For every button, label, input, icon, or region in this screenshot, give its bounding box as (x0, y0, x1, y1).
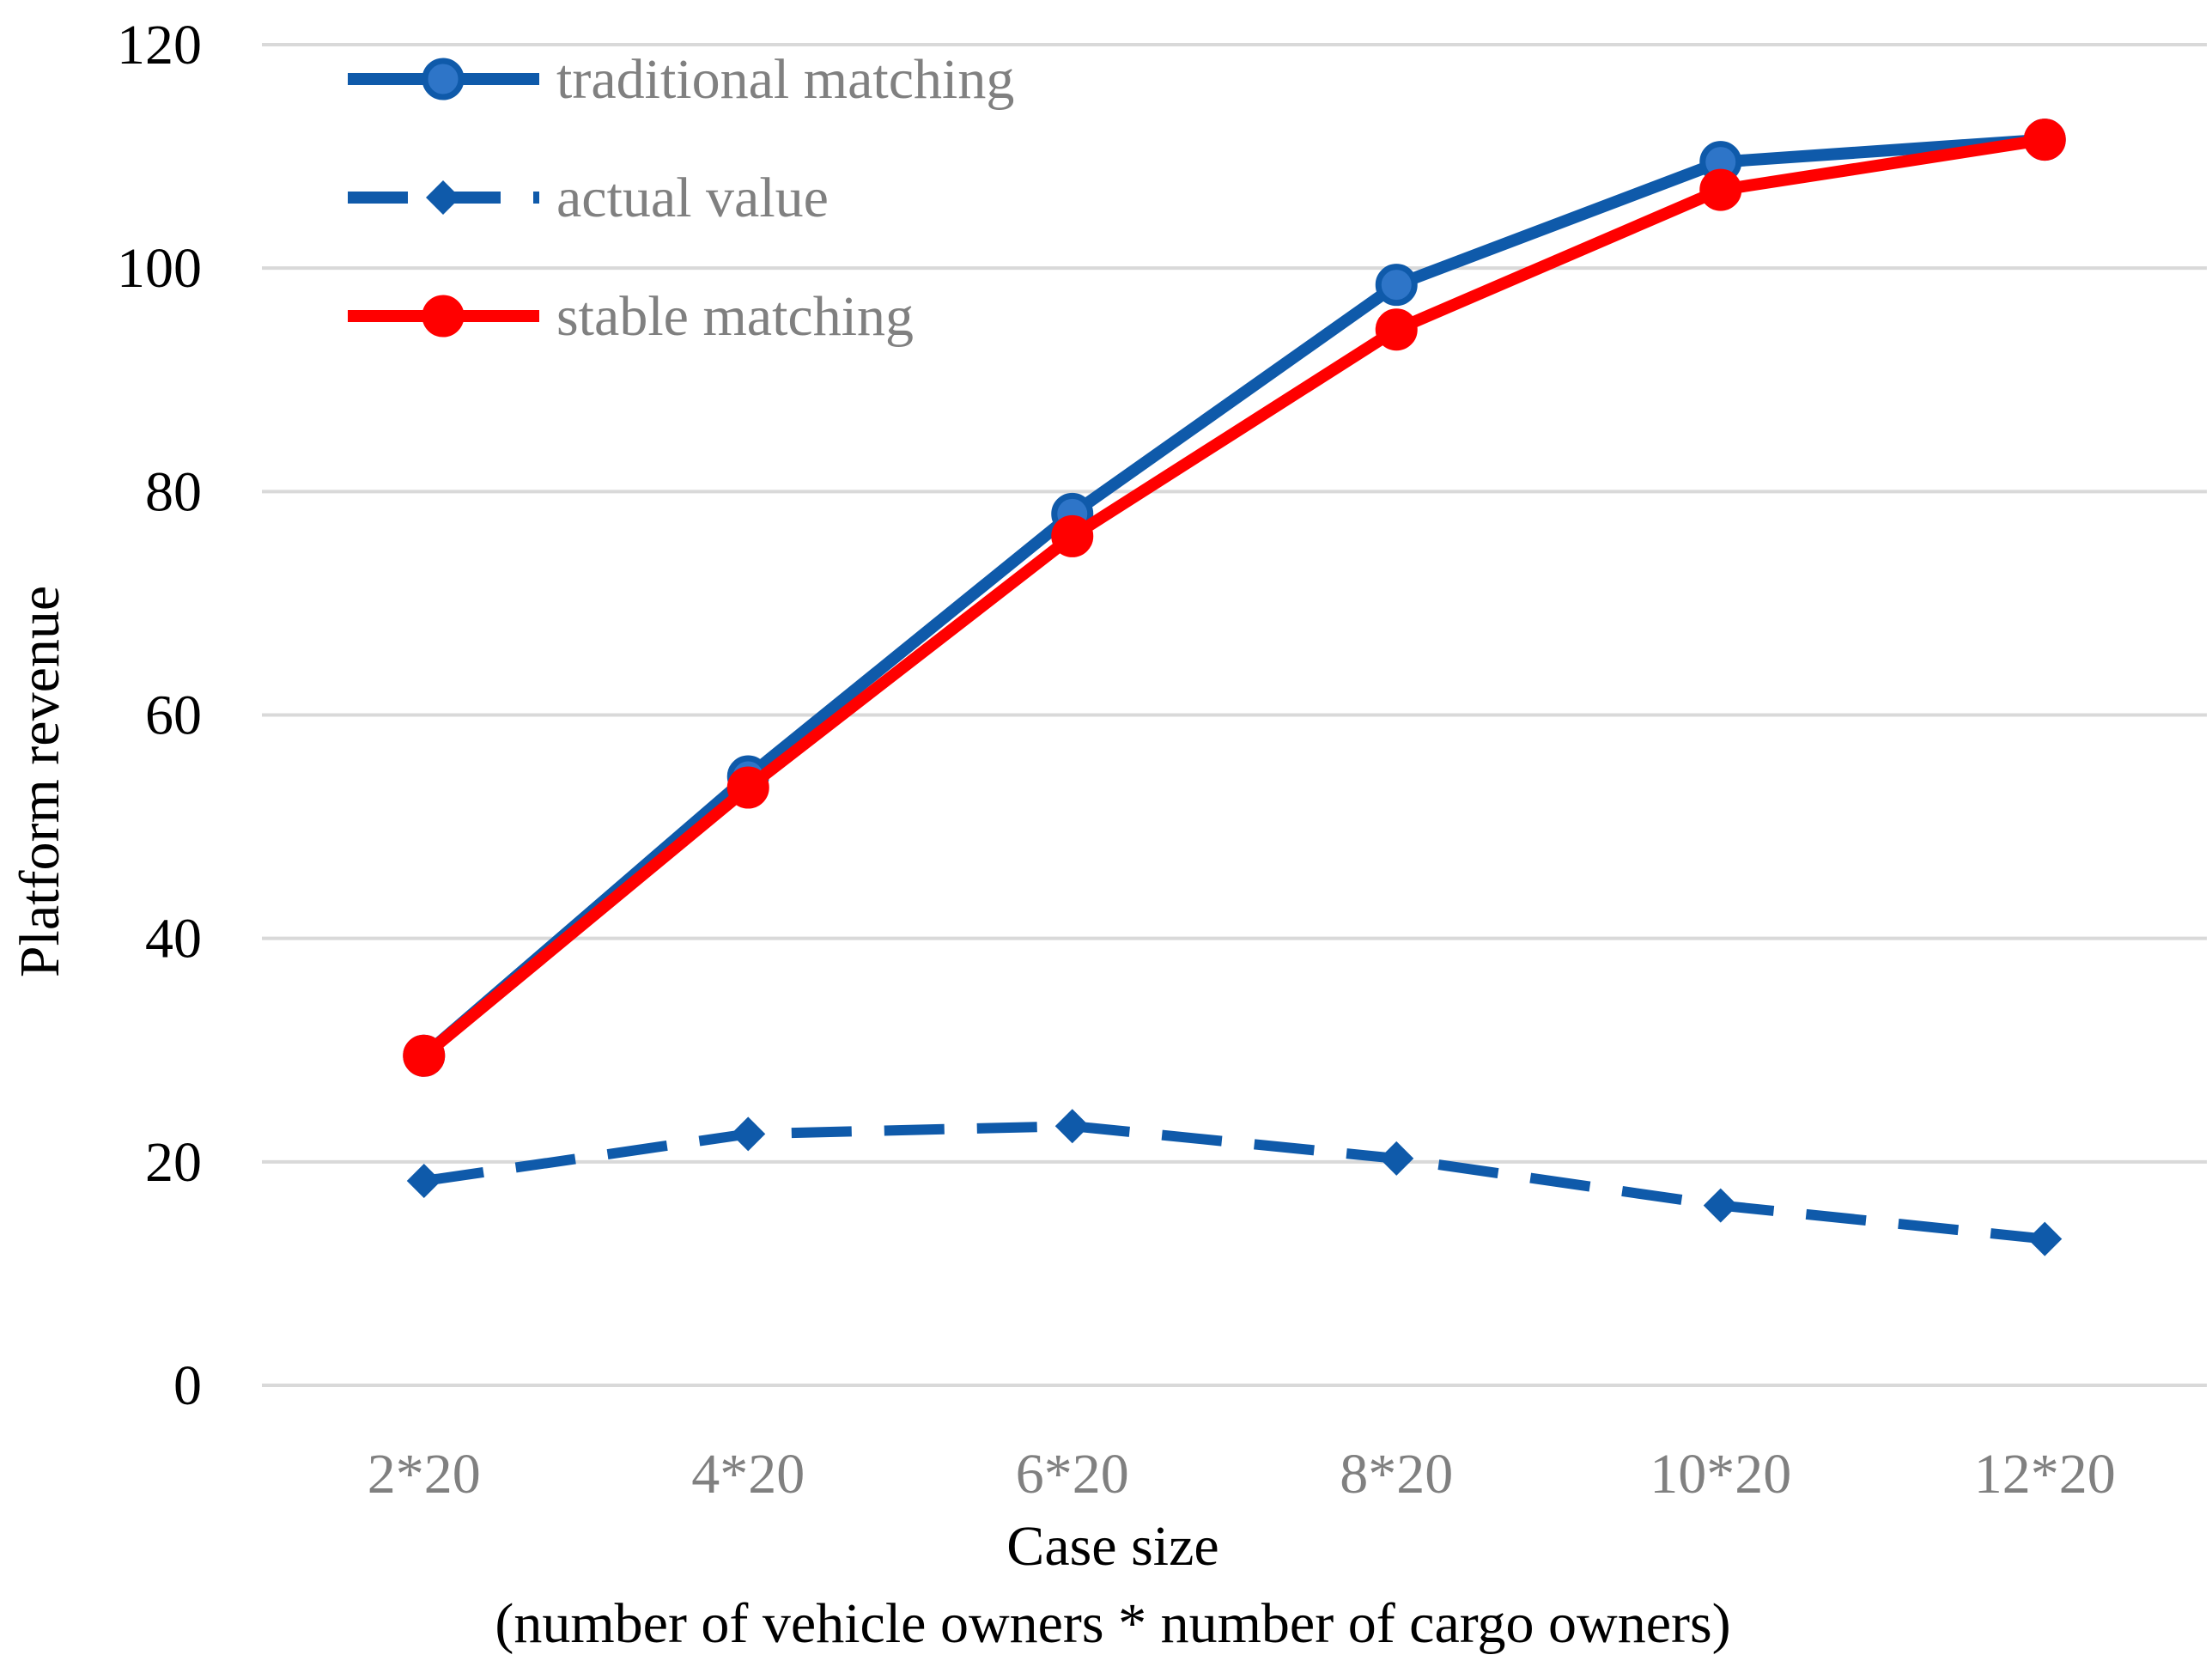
legend: traditional matching actual value stable m… (348, 48, 1014, 348)
x-axis-label: Case size (1006, 1515, 1218, 1578)
data-point-actual-value (731, 1116, 766, 1152)
series-line-traditional-matching (420, 133, 2045, 1061)
y-tick-label: 20 (145, 1131, 202, 1194)
legend-label: stable matching (556, 285, 914, 348)
data-point-stable-matching (726, 766, 769, 809)
series-line-actual-value (422, 1121, 2045, 1244)
data-point-stable-matching (403, 1034, 446, 1077)
data-point-actual-value (2027, 1221, 2063, 1256)
x-tick-label: 2*20 (368, 1443, 481, 1506)
legend-marker (422, 58, 465, 100)
data-point-traditional-matching (1375, 264, 1418, 307)
series-stable-matching (403, 119, 2066, 1077)
x-tick-label: 8*20 (1340, 1443, 1453, 1506)
series-lines (403, 119, 2066, 1256)
x-tick-label: 10*20 (1650, 1443, 1791, 1506)
y-axis-tick-labels: 0 20 40 60 80 100 120 (117, 14, 202, 1417)
legend-marker (422, 295, 465, 338)
legend-item-traditional-matching: traditional matching (348, 48, 1014, 111)
x-axis-sublabel: (number of vehicle owners * number of ca… (495, 1592, 1730, 1655)
series-actual-value (406, 1109, 2063, 1256)
data-point-actual-value (406, 1163, 441, 1198)
data-point-actual-value (1054, 1109, 1090, 1144)
data-point-stable-matching (1051, 514, 1094, 557)
y-tick-label: 80 (145, 460, 202, 523)
y-tick-label: 100 (117, 237, 202, 300)
x-tick-label: 4*20 (691, 1443, 805, 1506)
data-point-stable-matching (1375, 308, 1418, 351)
y-axis-label: Platform revenue (9, 586, 71, 977)
data-point-stable-matching (1699, 168, 1742, 211)
x-tick-label: 6*20 (1016, 1443, 1129, 1506)
legend-label: actual value (556, 167, 829, 229)
data-point-actual-value (1379, 1141, 1414, 1176)
y-tick-label: 40 (145, 908, 202, 970)
data-point-stable-matching (2023, 119, 2066, 161)
legend-item-actual-value: actual value (348, 167, 829, 229)
y-tick-label: 0 (173, 1354, 202, 1417)
y-tick-label: 60 (145, 684, 202, 747)
data-point-actual-value (1703, 1188, 1738, 1223)
legend-item-stable-matching: stable matching (348, 285, 914, 348)
legend-label: traditional matching (556, 48, 1014, 111)
gridlines (262, 43, 2207, 1387)
y-tick-label: 120 (117, 14, 202, 76)
series-line-stable-matching (420, 133, 2046, 1061)
series-traditional-matching (403, 119, 2066, 1077)
legend-marker (426, 180, 460, 215)
x-tick-label: 12*20 (1974, 1443, 2116, 1506)
x-axis-tick-labels: 2*20 4*20 6*20 8*20 10*20 12*20 (368, 1443, 2116, 1506)
